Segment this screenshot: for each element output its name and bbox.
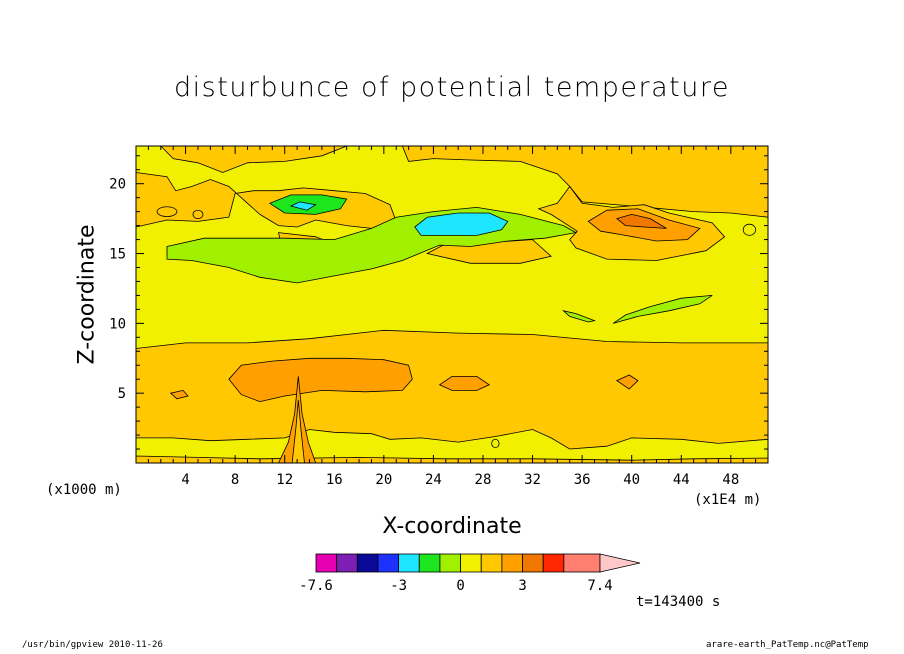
colorbar-cell — [501, 553, 523, 573]
x-tick-label: 24 — [425, 472, 442, 488]
colorbar-cell — [563, 553, 601, 573]
colorbar-cell — [439, 553, 461, 573]
colorbar: -7.6 -3 0 3 7.4 — [299, 553, 641, 594]
upper-warm-band — [136, 146, 768, 218]
y-tick-label: 10 — [109, 316, 126, 332]
x-unit-right-label: (x1E4 m) — [694, 492, 762, 508]
plot-area — [136, 146, 768, 463]
colorbar-cell — [460, 553, 482, 573]
x-tick-label: 16 — [326, 472, 343, 488]
warm-blob-left — [228, 357, 413, 403]
chart-title: disturbunce of potential temperature — [174, 72, 730, 103]
colorbar-cell — [418, 553, 441, 573]
small-warm-cell-1 — [156, 206, 178, 217]
footer-file-name: arare-earth_PatTemp.nc@PatTemp — [706, 640, 869, 650]
x-tick-label: 44 — [673, 472, 690, 488]
colorbar-tick-label: -3 — [390, 578, 407, 594]
x-tick-label: 48 — [722, 472, 739, 488]
colorbar-cell — [377, 553, 400, 573]
x-tick-label: 8 — [231, 472, 239, 488]
cold-streak-right — [612, 295, 713, 324]
small-green-cell-1 — [742, 223, 757, 236]
y-tick-label: 15 — [109, 247, 126, 263]
x-tick-label: 32 — [524, 472, 541, 488]
colorbar-cell — [522, 553, 544, 573]
colorbar-cell — [480, 553, 503, 573]
colorbar-arrow — [599, 553, 641, 573]
colorbar-tick-label: 0 — [456, 578, 464, 594]
contour-fill-group — [136, 146, 768, 463]
x-tick-label: 4 — [181, 472, 189, 488]
x-unit-left-label: (x1000 m) — [46, 482, 122, 498]
small-green-cell-2 — [491, 438, 500, 449]
colorbar-tick-label: 3 — [518, 578, 526, 594]
warm-blob-small-1 — [438, 376, 491, 391]
warm-blob-right-core — [615, 213, 667, 229]
warm-blob-small-3 — [169, 389, 189, 400]
colorbar-tick-label: 7.4 — [587, 578, 612, 594]
colorbar-cell — [398, 553, 420, 573]
y-tick-label: 20 — [109, 177, 126, 193]
plot-frame — [135, 145, 769, 464]
colorbar-cell — [542, 553, 565, 573]
x-tick-label: 20 — [375, 472, 392, 488]
colorbar-cell — [356, 553, 379, 573]
colorbar-cell — [315, 553, 338, 573]
warm-blob-small-2 — [615, 374, 639, 390]
colorbar-cell — [336, 553, 358, 573]
x-tick-label: 12 — [276, 472, 293, 488]
x-tick-label: 40 — [623, 472, 640, 488]
x-axis-label: X-coordinate — [382, 514, 522, 539]
x-tick-label: 36 — [574, 472, 591, 488]
y-tick-label: 5 — [118, 386, 126, 402]
cold-core — [414, 212, 509, 236]
small-warm-cell-2 — [192, 209, 204, 220]
cold-streak-thin — [562, 310, 596, 323]
footer-program-date: /usr/bin/gpview 2010-11-26 — [22, 640, 163, 650]
cold-small-core — [289, 201, 317, 211]
x-tick-label: 28 — [475, 472, 492, 488]
colorbar-tick-label: -7.6 — [299, 578, 333, 594]
time-label: t=143400 s — [636, 594, 721, 610]
mountain-plume-core — [291, 400, 305, 463]
